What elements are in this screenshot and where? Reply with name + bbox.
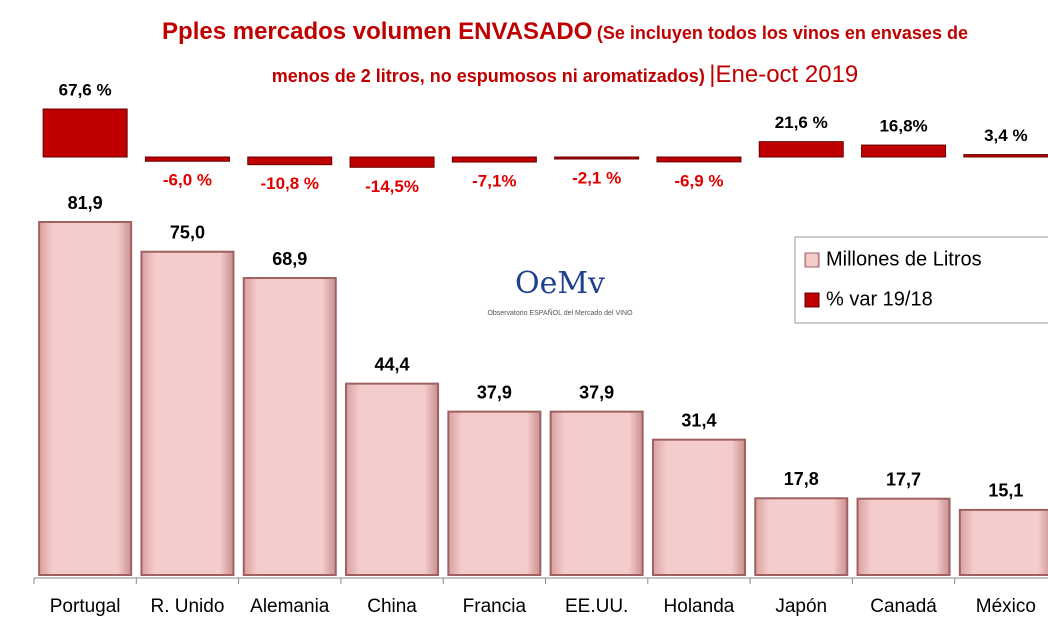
- volume-bar: [958, 508, 1048, 576]
- volume-bar: [651, 438, 746, 576]
- volume-label: 68,9: [272, 249, 307, 269]
- legend-swatch: [804, 252, 820, 268]
- separator: |: [709, 61, 716, 88]
- volume-bar: [856, 497, 951, 577]
- volume-label: 81,9: [68, 193, 103, 213]
- var-bar: [247, 156, 333, 166]
- x-tick-label: Francia: [463, 596, 527, 617]
- title-block: Pples mercados volumen ENVASADO (Se incl…: [150, 12, 980, 98]
- volume-label: 17,8: [784, 469, 819, 489]
- var-label: -2,1 %: [572, 168, 621, 187]
- chart-period: Ene-oct 2019: [715, 61, 859, 88]
- legend-swatch: [804, 292, 820, 308]
- var-label: -6,9 %: [674, 171, 723, 190]
- var-label: -10,8 %: [260, 174, 319, 193]
- var-label: 3,4 %: [984, 126, 1027, 145]
- x-tick-label: Holanda: [664, 596, 735, 617]
- var-label: 16,8%: [879, 117, 927, 136]
- logo: OeMv Observatorio ESPAÑOL del Mercado de…: [487, 266, 633, 317]
- var-bar: [451, 156, 537, 163]
- legend-box: [794, 236, 1048, 324]
- x-tick-label: China: [367, 596, 417, 617]
- x-tick-label: Canadá: [870, 596, 937, 617]
- volume-label: 31,4: [681, 410, 716, 430]
- volume-bar: [754, 497, 849, 576]
- volume-bar: [38, 221, 133, 576]
- chart-title: Pples mercados volumen ENVASADO: [162, 18, 593, 45]
- legend-label: % var 19/18: [826, 288, 933, 310]
- x-tick-label: R. Unido: [150, 596, 224, 617]
- var-label: -7,1%: [472, 172, 516, 191]
- volume-bar: [345, 382, 440, 576]
- x-tick-label: México: [976, 596, 1036, 617]
- volume-label: 44,4: [375, 354, 410, 374]
- var-label: 21,6 %: [775, 113, 828, 132]
- volume-bar: [140, 250, 235, 576]
- var-bar: [349, 156, 435, 168]
- volume-bar: [242, 277, 337, 576]
- x-tick-label: EE.UU.: [565, 596, 628, 617]
- legend-label: Millones de Litros: [826, 248, 982, 270]
- logo-mark: OeMv: [515, 266, 605, 301]
- var-bar: [42, 108, 128, 158]
- var-label: -6,0 %: [163, 171, 212, 190]
- volume-bar: [549, 410, 644, 576]
- volume-label: 37,9: [579, 382, 614, 402]
- var-bar: [861, 144, 947, 158]
- volume-label: 15,1: [988, 481, 1023, 501]
- chart-subtitle: (Se incluyen todos los vinos en envases …: [271, 23, 968, 86]
- var-bar: [554, 156, 640, 160]
- logo-text: Observatorio ESPAÑOL del Mercado del VIN…: [487, 308, 633, 317]
- var-bar: [144, 156, 230, 162]
- x-tick-label: Japón: [775, 596, 827, 617]
- volume-label: 17,7: [886, 469, 921, 489]
- volume-label: 37,9: [477, 382, 512, 402]
- var-bar: [656, 156, 742, 163]
- var-bar: [758, 141, 844, 158]
- volume-bar: [447, 410, 542, 576]
- var-label: -14,5%: [365, 177, 419, 196]
- x-tick-label: Portugal: [50, 596, 121, 617]
- var-bar: [963, 154, 1048, 158]
- var-label: 67,6 %: [59, 80, 112, 99]
- x-tick-label: Alemania: [250, 596, 330, 617]
- volume-label: 75,0: [170, 222, 205, 242]
